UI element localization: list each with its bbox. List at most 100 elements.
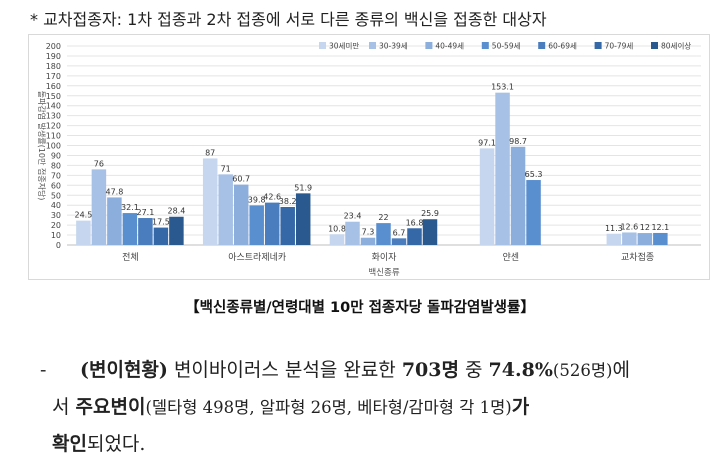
data-label: 17.5 [152,218,170,227]
text-run: 되었다. [86,433,146,455]
legend-label: 50-59세 [492,42,521,51]
legend-label: 70-79세 [605,42,634,51]
x-tick-label: 얀센 [503,251,520,263]
data-label: 153.1 [491,83,514,92]
chart-frame: 0 10 20 30 40 50 60 70 80 90 100 110 120 130 140 150 160… [28,34,710,280]
bar [91,169,107,245]
y-tick-label: 100 [46,142,61,151]
y-tick-label: 90 [51,151,61,160]
section-label: (변이현황) [80,359,168,381]
data-label: 32.1 [121,203,139,212]
bar [233,184,249,245]
text-run: 변이바이러스 분석을 완료한 [167,359,402,381]
data-label: 10.8 [328,224,346,233]
bar [479,148,495,245]
bar [76,220,91,245]
x-tick-label: 교차접종 [621,251,654,263]
y-axis-label: 돌파감염 발생률(10만 접종자당) [37,91,47,201]
data-label: 27.1 [136,208,154,217]
legend-swatch [481,42,489,49]
y-tick-label: 50 [51,191,61,200]
bar [138,218,153,245]
text-run: 가 [511,396,530,418]
data-label: 16.8 [406,218,424,227]
y-tick-label: 150 [46,92,61,101]
bar [169,216,184,245]
data-label: 12.1 [651,223,669,232]
data-label: 38.2 [279,197,297,206]
y-tick-label: 110 [46,132,61,141]
x-tick-label: 전체 [122,252,139,263]
variant-breakdown: (델타형 498명, 알파형 26명, 베타형/감마형 각 1명) [145,398,512,417]
bar [264,202,280,245]
bar [218,174,233,245]
data-label: 25.9 [421,209,439,218]
bar [153,227,169,245]
data-label: 28.4 [167,207,185,216]
data-label: 76 [94,159,104,168]
legend-swatch [425,42,433,49]
y-tick-label: 160 [46,82,61,91]
data-label: 39.8 [248,195,266,204]
y-tick-label: 190 [46,52,61,61]
bar [510,146,526,245]
bar [422,219,438,245]
text-run: 서 [52,396,76,418]
bar [622,232,637,245]
bar [360,237,376,245]
legend-swatch [651,42,658,49]
bar [637,233,653,245]
data-label: 24.5 [74,211,92,220]
data-label: 11.3 [605,224,623,233]
bar [249,205,264,245]
bar [122,213,138,245]
paragraph-line-1: - (변이현황) 변이바이러스 분석을 완료한 703명 중 74.8%(526명… [40,352,712,389]
legend-label: 60-69세 [548,42,577,51]
legend-label: 30-39세 [379,42,408,51]
data-label: 98.7 [509,137,527,146]
data-label: 6.7 [393,228,406,237]
bar [606,233,622,245]
bar [280,206,295,245]
bar [526,180,541,245]
data-label: 12 [640,223,650,232]
sample-count: 703명 [401,359,459,381]
x-tick-label: 아스트라제네카 [228,252,286,263]
bar [107,197,122,245]
text-run: 중 [458,359,489,381]
variant-count: (526명) [552,361,613,380]
x-tick-label: 화이자 [372,252,398,263]
paragraph: - (변이현황) 변이바이러스 분석을 완료한 703명 중 74.8%(526명… [40,352,712,463]
chart-caption: 【백신종류별/연령대별 10만 접종자당 돌파감염발생률】 [185,300,535,316]
y-tick-label: 60 [51,181,61,190]
bar [391,238,407,245]
bar [407,228,422,245]
variant-percent: 74.8% [488,359,553,381]
data-label: 65.3 [525,170,543,179]
y-tick-label: 70 [51,171,61,180]
x-axis-label: 백신종류 [368,267,399,278]
data-label: 7.3 [362,228,375,237]
bar-chart: 0102030405060708090100110120130140150160… [37,41,701,278]
data-label: 22 [378,213,388,222]
legend-swatch [319,42,326,49]
y-tick-label: 170 [46,72,61,81]
data-label: 71 [221,164,231,173]
bar [329,234,345,245]
legend-swatch [594,42,602,49]
bar [376,223,391,245]
text-run: 에 [612,359,630,381]
data-label: 23.4 [344,212,362,221]
legend-swatch [369,42,376,49]
y-tick-label: 180 [46,62,61,71]
y-tick-label: 10 [51,231,61,240]
legend-swatch [538,42,546,49]
legend-label: 30세미만 [329,42,359,51]
confirmed-label: 확인 [52,433,87,455]
bar [202,158,218,245]
data-label: 12.6 [620,222,638,231]
legend-label: 40-49세 [435,42,464,51]
data-label: 60.7 [232,175,250,184]
y-tick-label: 140 [46,102,61,111]
bullet-dash: - [40,359,47,381]
